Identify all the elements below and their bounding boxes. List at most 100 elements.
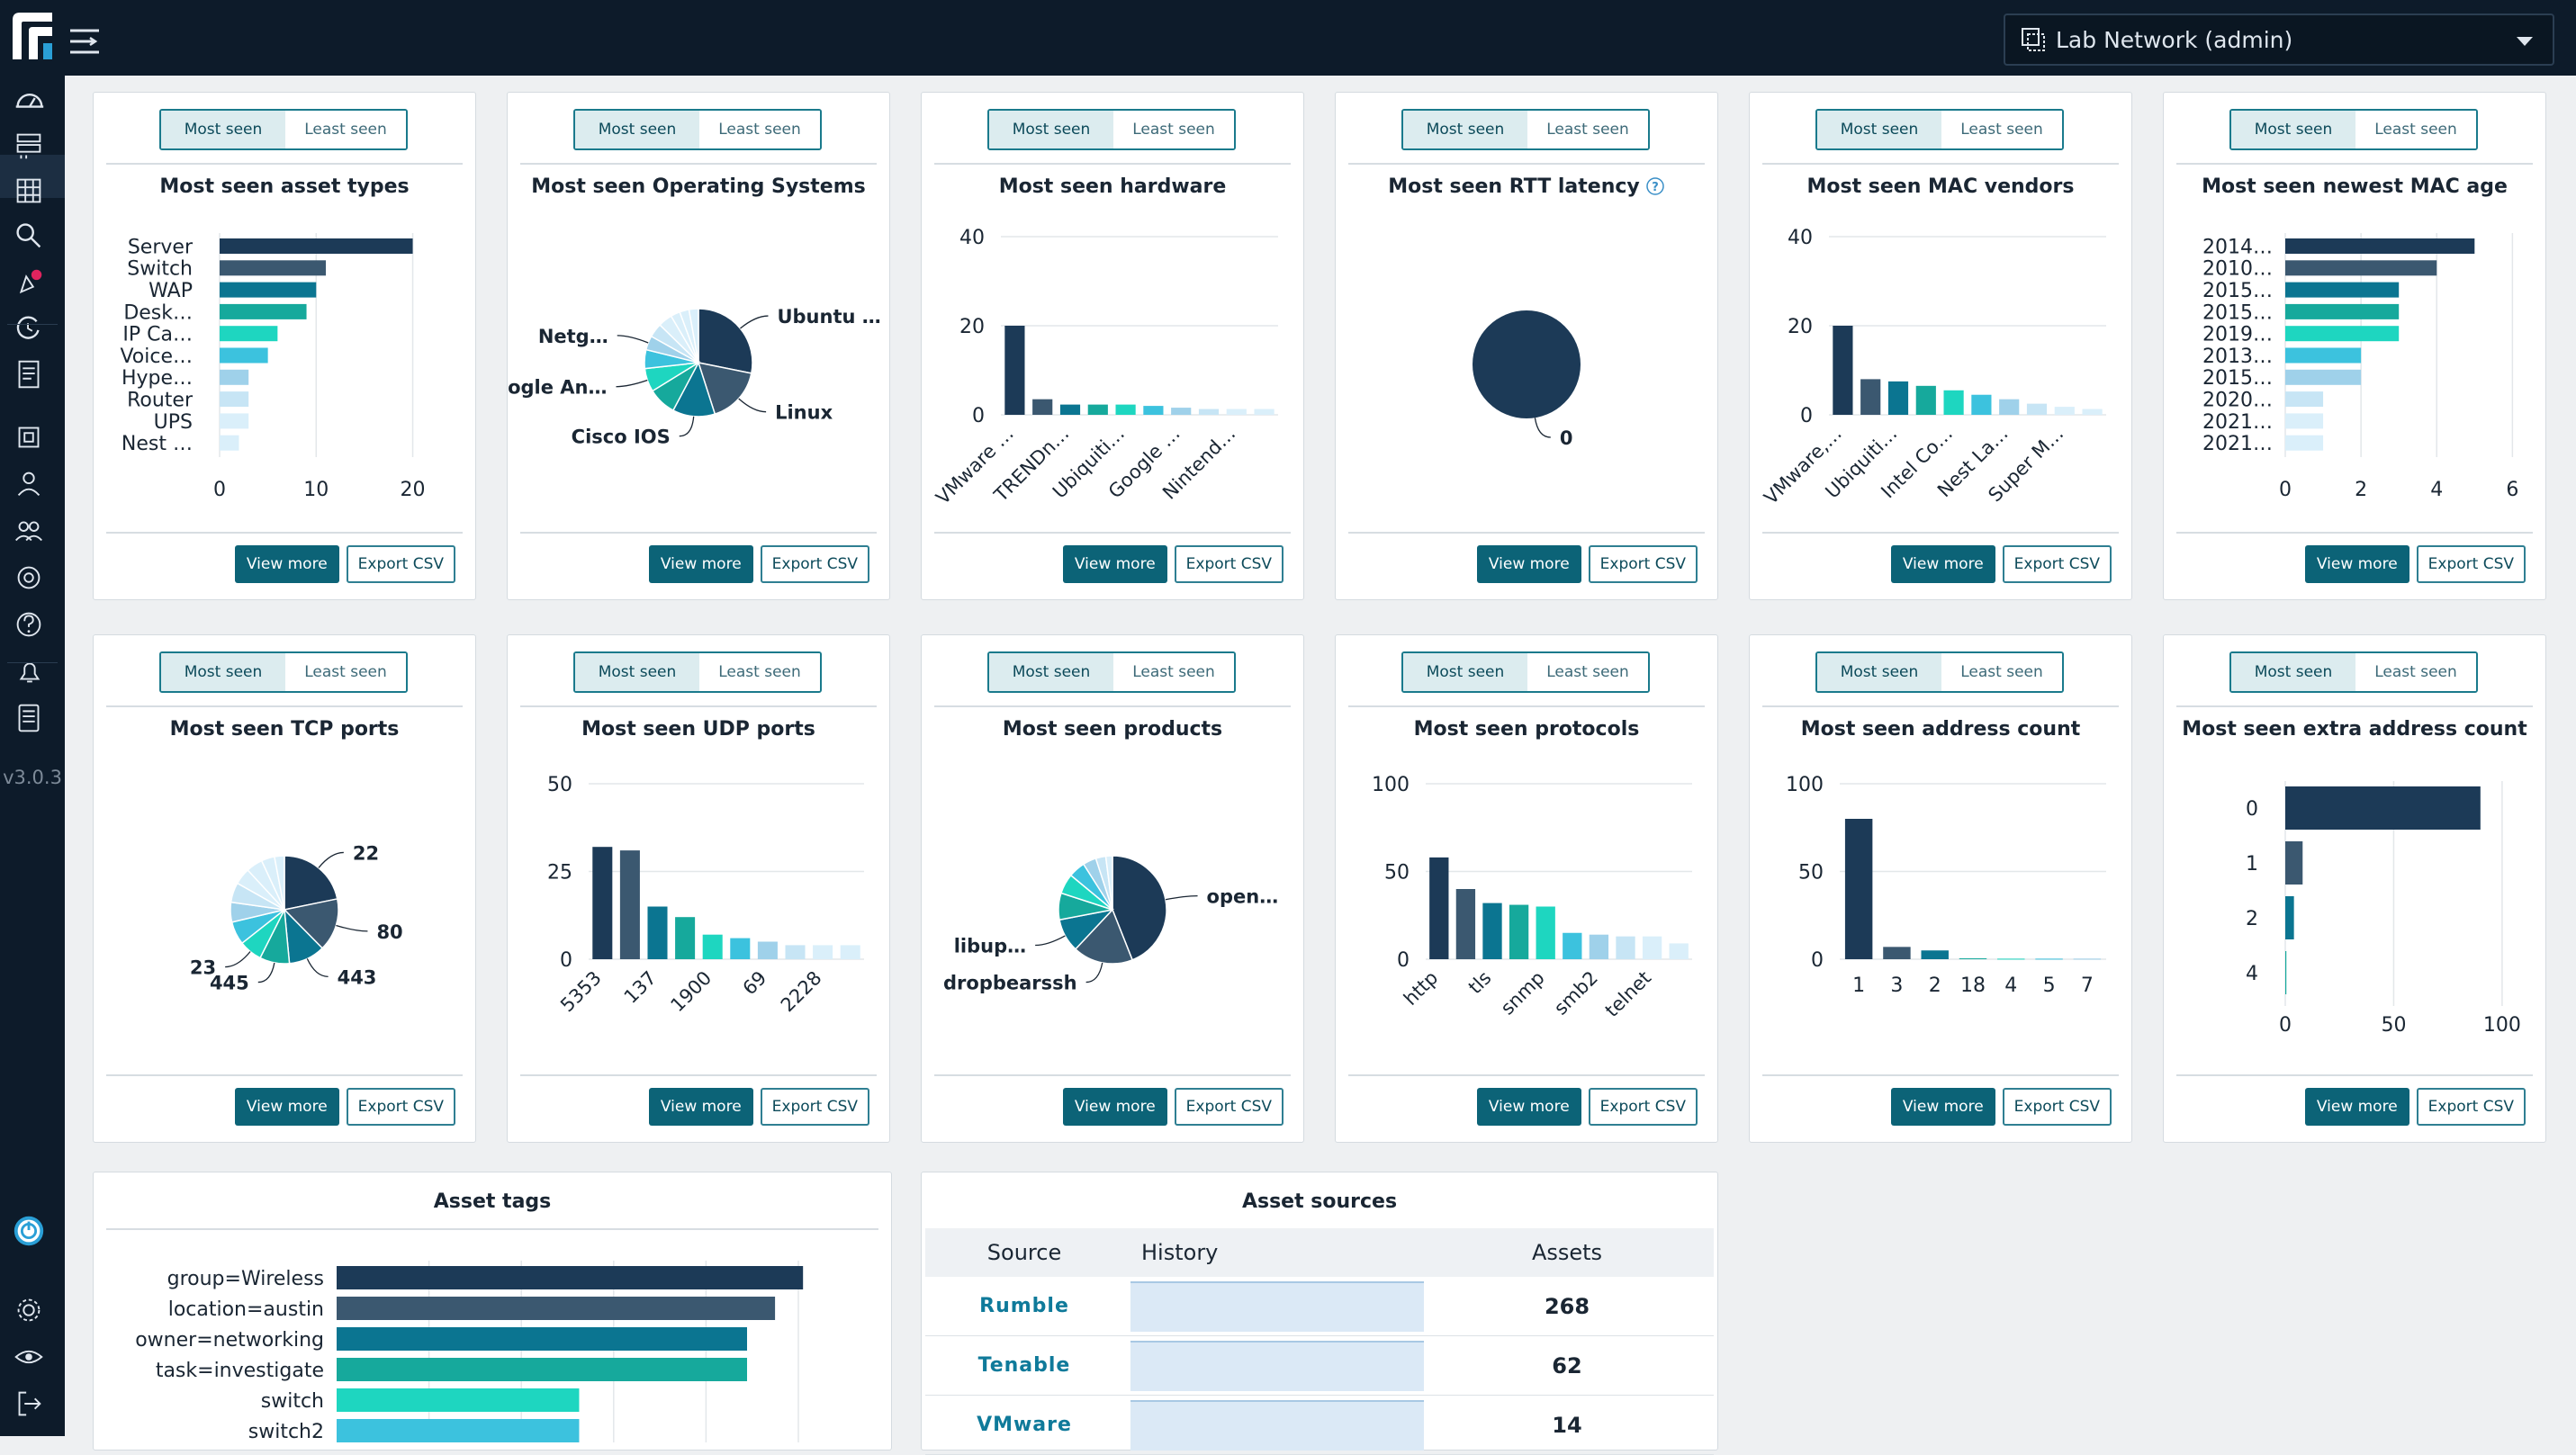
chart-bar[interactable] [1004,326,1025,415]
alerts-icon[interactable] [11,265,47,301]
pie-slice[interactable] [1473,310,1581,418]
most-seen-tab[interactable]: Most seen [1817,653,1941,691]
tasks-icon[interactable] [11,310,47,346]
chart-bar[interactable] [1509,904,1529,959]
pie-slice[interactable] [273,855,285,911]
network-selector[interactable]: Lab Network (admin) [2004,13,2554,66]
most-seen-tab[interactable]: Most seen [1817,111,1941,148]
chart-bar[interactable] [220,347,268,364]
least-seen-tab[interactable]: Least seen [1113,111,1234,148]
view-more-button[interactable]: View more [1890,1088,1995,1126]
chart-bar[interactable] [1226,409,1247,415]
chart-bar[interactable] [337,1388,580,1412]
chart-bar[interactable] [592,847,613,959]
chart-bar[interactable] [2285,369,2362,385]
column-header[interactable]: Assets [1531,1240,1603,1265]
chart-bar[interactable] [220,369,249,385]
chart-bar[interactable] [730,938,751,959]
chart-bar[interactable] [1642,936,1662,959]
visibility-icon[interactable] [11,1339,47,1375]
export-csv-button[interactable]: Export CSV [2416,1088,2526,1126]
source-link[interactable]: VMware [977,1414,1072,1436]
chart-bar[interactable] [785,945,806,959]
chart-bar[interactable] [619,850,640,959]
chart-bar[interactable] [2285,260,2437,276]
chart-bar[interactable] [2285,347,2362,364]
pie-slice[interactable] [698,308,753,374]
view-more-button[interactable]: View more [234,1088,339,1126]
chart-bar[interactable] [1943,390,1964,415]
most-seen-tab[interactable]: Most seen [161,111,285,148]
most-seen-tab[interactable]: Most seen [575,653,699,691]
chart-bar[interactable] [1971,394,1992,415]
most-seen-tab[interactable]: Most seen [575,111,699,148]
chart-bar[interactable] [220,435,239,451]
docs-icon[interactable] [11,700,47,736]
chart-bar[interactable] [2285,951,2287,994]
chart-bar[interactable] [2285,282,2400,298]
least-seen-tab[interactable]: Least seen [1527,111,1648,148]
notifications-icon[interactable] [11,653,47,689]
chart-bar[interactable] [337,1266,804,1289]
menu-icon[interactable] [68,27,101,56]
pie-slice[interactable] [688,308,699,364]
export-csv-button[interactable]: Export CSV [1588,545,1698,583]
view-more-button[interactable]: View more [1890,545,1995,583]
chart-bar[interactable] [220,413,249,429]
chart-bar[interactable] [1860,379,1881,415]
chart-bar[interactable] [1059,404,1081,415]
help-icon[interactable]: ? [1640,175,1665,198]
pie-slice[interactable] [1074,908,1134,965]
view-more-button[interactable]: View more [2304,545,2409,583]
chart-bar[interactable] [1254,409,1274,415]
chart-bar[interactable] [1143,406,1164,415]
chart-bar[interactable] [1999,399,2020,415]
chart-bar[interactable] [337,1327,747,1351]
source-link[interactable]: Rumble [979,1295,1069,1317]
most-seen-tab[interactable]: Most seen [989,111,1113,148]
chart-bar[interactable] [2026,403,2048,415]
chart-bar[interactable] [1536,906,1555,960]
grid-icon[interactable] [11,173,47,209]
chart-bar[interactable] [337,1297,776,1320]
least-seen-tab[interactable]: Least seen [2355,653,2476,691]
chart-bar[interactable] [1482,903,1502,959]
view-more-button[interactable]: View more [1476,1088,1581,1126]
chart-bar[interactable] [1589,934,1609,959]
least-seen-tab[interactable]: Least seen [1941,111,2062,148]
view-more-button[interactable]: View more [648,545,753,583]
export-csv-button[interactable]: Export CSV [760,1088,869,1126]
most-seen-tab[interactable]: Most seen [1403,111,1527,148]
chart-bar[interactable] [2285,841,2303,885]
most-seen-tab[interactable]: Most seen [1403,653,1527,691]
chart-bar[interactable] [1563,932,1582,959]
chart-bar[interactable] [1921,950,1949,959]
chart-bar[interactable] [757,941,778,960]
chart-bar[interactable] [2285,435,2324,451]
chart-bar[interactable] [813,945,833,959]
least-seen-tab[interactable]: Least seen [1527,653,1648,691]
export-csv-button[interactable]: Export CSV [2002,1088,2112,1126]
app-logo[interactable] [7,7,59,65]
view-more-button[interactable]: View more [2304,1088,2409,1126]
chart-bar[interactable] [2285,238,2475,254]
chart-bar[interactable] [2285,326,2400,342]
dashboard-icon[interactable] [11,81,47,117]
sites-icon[interactable] [11,419,47,455]
chart-bar[interactable] [1669,943,1689,959]
least-seen-tab[interactable]: Least seen [699,653,820,691]
chart-bar[interactable] [220,260,326,276]
view-more-button[interactable]: View more [1062,1088,1167,1126]
most-seen-tab[interactable]: Most seen [2231,653,2355,691]
users-icon[interactable] [11,466,47,502]
chart-bar[interactable] [1883,947,1911,959]
chart-bar[interactable] [2035,958,2063,960]
chart-bar[interactable] [220,282,317,298]
pie-slice[interactable] [1104,855,1113,911]
view-more-button[interactable]: View more [1476,545,1581,583]
chart-bar[interactable] [1455,889,1476,959]
pie-slice[interactable] [284,855,338,911]
chart-bar[interactable] [2285,786,2481,830]
chart-bar[interactable] [2285,896,2294,939]
chart-bar[interactable] [1833,326,1853,415]
